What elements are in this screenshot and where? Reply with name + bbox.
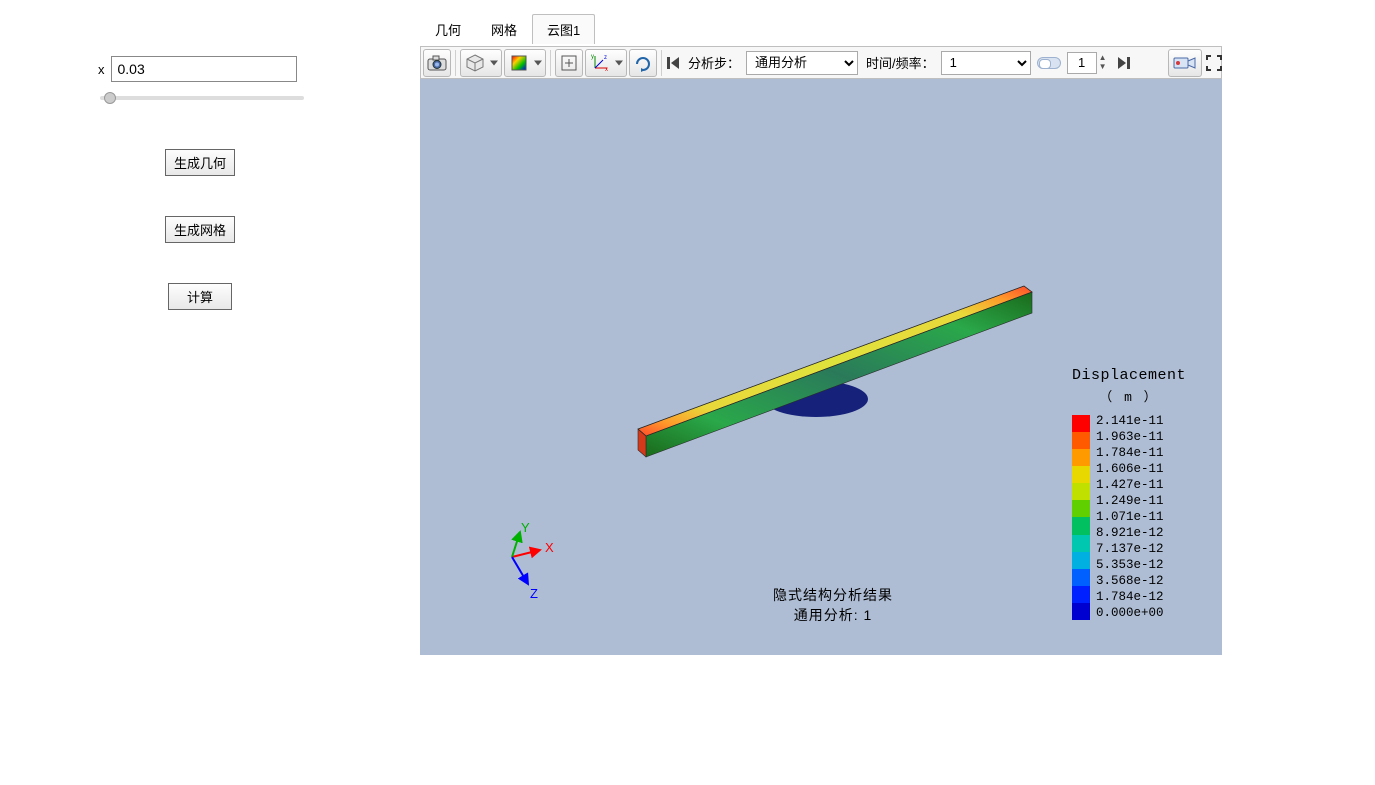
generate-geometry-button[interactable]: 生成几何 (165, 149, 235, 176)
triad-z-label: Z (530, 586, 538, 601)
compute-button[interactable]: 计算 (168, 283, 232, 310)
analysis-step-select[interactable]: 通用分析 (746, 51, 858, 75)
generate-mesh-button[interactable]: 生成网格 (165, 216, 235, 243)
legend-title: Displacement (1072, 367, 1186, 384)
step-end-icon[interactable] (1117, 55, 1131, 71)
record-button[interactable] (1168, 49, 1202, 77)
fullscreen-icon[interactable] (1206, 55, 1222, 71)
fit-icon (560, 54, 578, 72)
cube-icon (466, 54, 484, 72)
beam-side-face (646, 292, 1032, 457)
legend-tick: 1.784e-12 (1096, 591, 1164, 604)
x-slider[interactable] (100, 96, 304, 100)
camcorder-icon (1173, 55, 1197, 71)
legend-tick: 1.427e-11 (1096, 479, 1164, 492)
legend-tick: 1.249e-11 (1096, 495, 1164, 508)
tab-1[interactable]: 网格 (476, 14, 532, 44)
frame-number-input[interactable] (1067, 52, 1097, 74)
triad-y-label: Y (521, 522, 530, 535)
time-freq-select[interactable]: 1 (941, 51, 1031, 75)
result-viewport[interactable]: X Y Z 隐式结构分析结果 通用分析: 1 Displacement （ m … (420, 79, 1222, 655)
view-cube-button[interactable] (460, 49, 502, 77)
analysis-step-label: 分析步： (688, 53, 740, 72)
legend-color-bar (1072, 415, 1090, 620)
svg-text:z: z (604, 55, 607, 61)
legend-tick: 1.784e-11 (1096, 447, 1164, 460)
fit-view-button[interactable] (555, 49, 583, 77)
legend-tick: 3.568e-12 (1096, 575, 1164, 588)
rainbow-cube-icon (510, 54, 528, 72)
contour-style-button[interactable] (504, 49, 546, 77)
svg-text:x: x (605, 67, 608, 72)
legend-tick: 8.921e-12 (1096, 527, 1164, 540)
tab-2[interactable]: 云图1 (532, 14, 595, 44)
rotate-icon (633, 54, 653, 72)
result-status: 隐式结构分析结果 通用分析: 1 (773, 585, 893, 625)
legend-tick: 5.353e-12 (1096, 559, 1164, 572)
camera-icon (427, 55, 447, 71)
status-line-1: 隐式结构分析结果 (773, 585, 893, 605)
time-freq-label: 时间/频率： (866, 53, 935, 72)
animation-toggle[interactable] (1037, 57, 1061, 69)
tab-0[interactable]: 几何 (420, 14, 476, 44)
x-input[interactable] (111, 56, 297, 82)
svg-text:y: y (591, 54, 594, 60)
legend-tick: 1.606e-11 (1096, 463, 1164, 476)
axes-icon: z y x (591, 54, 609, 72)
axis-orientation-button[interactable]: z y x (585, 49, 627, 77)
snapshot-button[interactable] (423, 49, 451, 77)
viewport-toolbar: z y x 分析步： 通用分析 时间/频率： 1 ▲▼ (420, 46, 1222, 79)
legend-tick: 1.071e-11 (1096, 511, 1164, 524)
step-start-icon[interactable] (666, 55, 680, 71)
legend-tick: 0.000e+00 (1096, 607, 1164, 620)
frame-stepper[interactable]: ▲▼ (1099, 54, 1111, 71)
legend-tick: 2.141e-11 (1096, 415, 1164, 428)
status-line-2: 通用分析: 1 (773, 605, 893, 625)
rotate-button[interactable] (629, 49, 657, 77)
legend-unit: （ m ） (1072, 386, 1186, 405)
view-tabs: 几何网格云图1 (420, 14, 595, 44)
x-label: x (98, 62, 105, 77)
orientation-triad: X Y Z (490, 522, 560, 615)
triad-x-label: X (545, 540, 554, 555)
legend-tick: 7.137e-12 (1096, 543, 1164, 556)
legend-labels: 2.141e-11 1.963e-11 1.784e-11 1.606e-11 1.42… (1090, 415, 1164, 620)
parameters-panel: x 生成几何 生成网格 计算 (0, 0, 420, 310)
legend-tick: 1.963e-11 (1096, 431, 1164, 444)
color-legend: Displacement （ m ） 2.141e-11 1.963e-11 1.7… (1072, 367, 1186, 620)
